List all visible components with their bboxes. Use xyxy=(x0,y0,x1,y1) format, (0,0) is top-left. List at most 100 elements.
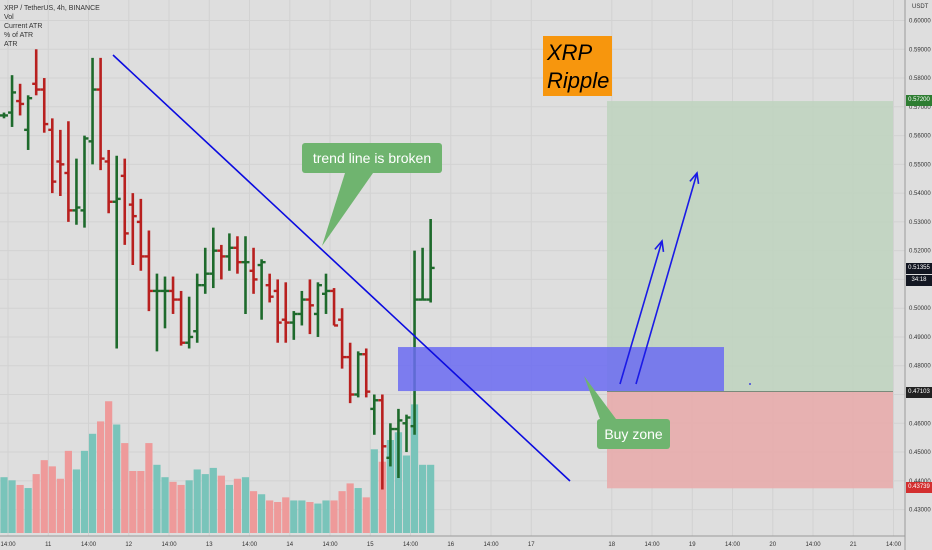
ohlc-bar xyxy=(265,273,274,303)
volume-bar xyxy=(427,464,435,533)
volume-bar xyxy=(32,474,40,533)
ohlc-bar xyxy=(120,158,129,245)
volume-bar xyxy=(282,497,290,533)
entry-price-tag: 0.47103 xyxy=(906,387,932,398)
volume-bar xyxy=(402,455,411,533)
x-tick-label: 14:00 xyxy=(81,542,97,548)
ohlc-bar xyxy=(233,236,242,274)
ohlc-bar xyxy=(322,273,330,314)
ohlc-bar xyxy=(217,244,226,280)
y-tick-label: 0.49000 xyxy=(909,335,931,341)
ohlc-bar xyxy=(16,83,25,116)
ohlc-bars xyxy=(0,49,435,490)
legend-vol: Vol xyxy=(4,14,14,21)
volume-bar xyxy=(72,469,81,533)
x-tick-label: 14:00 xyxy=(242,542,258,548)
volume-bar xyxy=(330,500,338,533)
projection-arrow-1-head xyxy=(654,239,665,253)
ohlc-bar xyxy=(281,282,290,343)
volume-bar xyxy=(249,491,258,533)
ohlc-bar xyxy=(80,135,89,228)
x-tick-label: 19 xyxy=(689,542,696,548)
volume-bar xyxy=(306,502,314,533)
x-tick-label: 14:00 xyxy=(645,542,661,548)
volume-bar xyxy=(80,450,89,533)
ohlc-bar xyxy=(169,276,178,314)
projection-arrow-1[interactable] xyxy=(619,240,663,385)
buy-callout-tail xyxy=(584,376,616,419)
volume-bar xyxy=(40,460,48,533)
x-tick-label: 14:00 xyxy=(323,542,339,548)
countdown-tag: 34:18 xyxy=(906,275,932,286)
ohlc-bar xyxy=(386,423,395,467)
volume-bar xyxy=(241,477,250,533)
ohlc-bar xyxy=(418,247,427,301)
target-zone[interactable] xyxy=(607,101,893,392)
volume-bar xyxy=(113,424,121,533)
volume-bar xyxy=(121,443,129,533)
y-tick-label: 0.58000 xyxy=(909,76,931,82)
volume-bar xyxy=(322,500,330,533)
volume-bar xyxy=(298,500,306,533)
ohlc-bar xyxy=(88,57,97,165)
buy-zone-callout[interactable]: Buy zone xyxy=(597,419,670,449)
volume-bar xyxy=(394,432,403,533)
ohlc-bar xyxy=(249,247,258,294)
ohlc-bar xyxy=(394,408,403,478)
volume-bar xyxy=(56,478,64,533)
position-zones xyxy=(607,101,893,489)
ohlc-bar xyxy=(426,219,435,303)
volume-bar xyxy=(201,474,209,533)
x-tick-label: 16 xyxy=(447,542,454,548)
ohlc-bar xyxy=(225,233,234,271)
volume-bar xyxy=(386,440,394,533)
volume-bar xyxy=(193,469,201,533)
ohlc-bar xyxy=(112,155,121,349)
volume-bar xyxy=(274,502,282,533)
ohlc-bar xyxy=(410,250,419,435)
ohlc-bar xyxy=(177,290,186,346)
ohlc-bar xyxy=(354,351,363,398)
volume-bars xyxy=(0,401,435,533)
volume-bar xyxy=(338,491,346,533)
y-tick-label: 0.53000 xyxy=(909,220,931,226)
x-tick-label: 11 xyxy=(45,542,52,548)
x-tick-label: 14:00 xyxy=(806,542,822,548)
volume-bar xyxy=(225,484,233,533)
x-tick-label: 13 xyxy=(206,542,213,548)
legend-symbol: XRP / TetherUS, 4h, BINANCE xyxy=(4,5,100,12)
trend-callout-tail xyxy=(322,173,373,246)
buy-zone-rect[interactable] xyxy=(398,347,724,392)
ohlc-bar xyxy=(305,279,314,335)
ohlc-bar xyxy=(32,49,41,96)
y-tick-label: 0.43000 xyxy=(909,508,931,514)
ohlc-bar xyxy=(346,342,355,404)
volume-bar xyxy=(0,477,8,533)
y-tick-label: 0.54000 xyxy=(909,191,931,197)
ohlc-bar xyxy=(56,129,65,196)
ohlc-bar xyxy=(241,236,250,314)
projection-arrow-2[interactable] xyxy=(635,172,698,385)
y-tick-label: 0.48000 xyxy=(909,364,931,370)
trend-line[interactable] xyxy=(112,54,571,482)
trend-line-callout[interactable]: trend line is broken xyxy=(302,143,442,173)
ohlc-bar xyxy=(0,112,8,119)
legend-current-atr: Current ATR xyxy=(4,23,43,30)
y-tick-label: 0.60000 xyxy=(909,19,931,25)
volume-bar xyxy=(419,464,427,533)
volume-bar xyxy=(266,500,274,533)
y-tick-label: 0.46000 xyxy=(909,421,931,427)
drawings[interactable] xyxy=(112,54,751,482)
volume-bar xyxy=(97,421,105,533)
x-tick-label: 14:00 xyxy=(886,542,902,548)
ohlc-bar xyxy=(201,247,210,294)
y-tick-label: 0.45000 xyxy=(909,450,931,456)
y-tick-label: 0.50000 xyxy=(909,306,931,312)
ohlc-bar xyxy=(8,75,17,127)
volume-bar xyxy=(161,477,169,533)
volume-bar xyxy=(169,481,177,533)
y-tick-label: 0.59000 xyxy=(909,47,931,53)
volume-bar xyxy=(370,449,378,533)
